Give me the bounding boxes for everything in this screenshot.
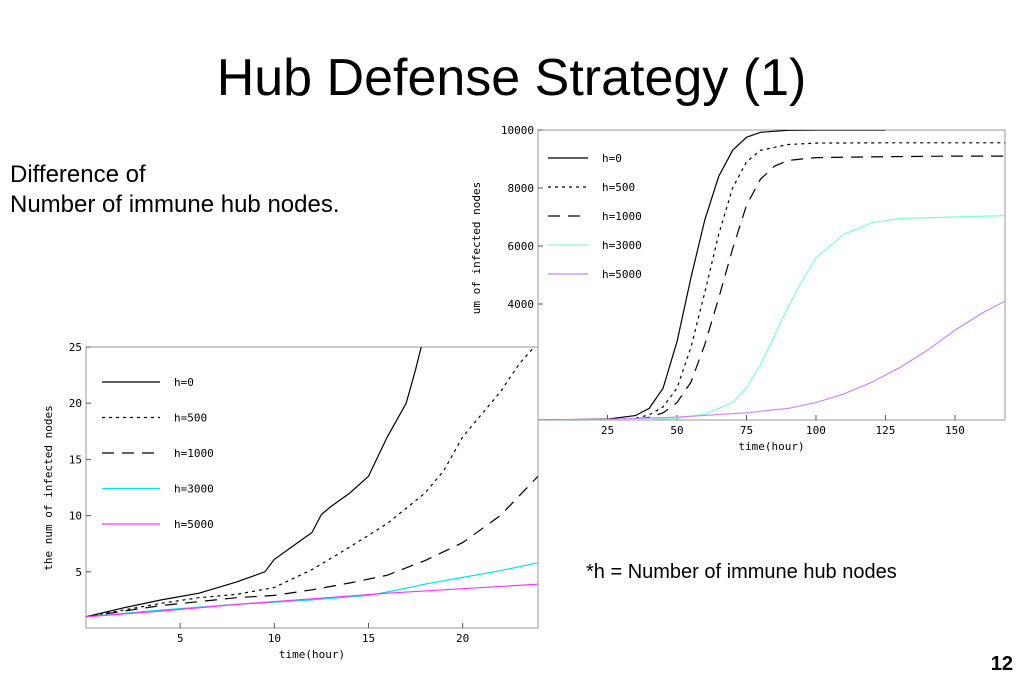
legend-label: h=0: [174, 376, 194, 389]
subtitle-line-2: Number of immune hub nodes.: [10, 191, 340, 218]
y-tick-label: 20: [69, 397, 82, 410]
plot-frame: [85, 346, 539, 629]
x-tick-label: 75: [740, 424, 753, 437]
series-line-h=0: [538, 130, 886, 420]
footnote-h-definition: *h = Number of immune hub nodes: [586, 561, 897, 583]
legend-label: h=1000: [602, 210, 642, 223]
x-tick-label: 10: [268, 632, 281, 645]
series-line-h=5000: [86, 583, 538, 618]
legend-label: h=500: [174, 412, 207, 425]
slide-title: Hub Defense Strategy (1): [216, 49, 807, 107]
legend-label: h=5000: [174, 518, 214, 531]
y-tick-label: 5: [75, 566, 82, 579]
x-tick-label: 100: [806, 424, 826, 437]
legend-label: h=0: [602, 152, 622, 165]
y-axis-label: um of infected nodes: [470, 182, 483, 314]
series-group: [538, 130, 1005, 420]
legend-label: h=3000: [602, 239, 642, 252]
y-tick-label: 10000: [501, 124, 534, 137]
x-tick-label: 25: [601, 424, 614, 437]
slide-subtitle: Difference of Number of immune hub nodes…: [10, 160, 340, 220]
x-axis-label: time(hour): [738, 440, 804, 453]
series-line-h=1000: [86, 475, 538, 618]
y-tick-label: 8000: [508, 182, 535, 195]
legend-label: h=5000: [602, 268, 642, 281]
y-tick-label: 4000: [508, 298, 535, 311]
plot-frame: [537, 129, 1006, 421]
subtitle-line-1: Difference of: [10, 161, 146, 188]
y-tick-label: 10: [69, 510, 82, 523]
chart-small-hours: 5 10 15 20 5 10 15 20 25 time(hour) the num of inf…: [42, 341, 539, 661]
series-line-h=500: [538, 142, 1005, 420]
y-tick-label: 6000: [508, 240, 535, 253]
page-number: 12: [990, 653, 1013, 675]
x-tick-label: 20: [456, 632, 469, 645]
x-tick-label: 50: [670, 424, 683, 437]
x-axis-label: time(hour): [279, 648, 345, 661]
y-axis-label: the num of infected nodes: [42, 405, 55, 571]
x-tick-label: 125: [876, 424, 896, 437]
series-group: [86, 347, 538, 618]
series-line-h=0: [86, 347, 422, 618]
legend-label: h=500: [602, 181, 635, 194]
legend-label: h=3000: [174, 483, 214, 496]
x-tick-label: 5: [177, 632, 184, 645]
chart-large-hours: 25 50 75 100 125 150 4000 6000 8000 10000 time(hou…: [470, 124, 1006, 453]
x-tick-label: 15: [362, 632, 375, 645]
series-line-h=5000: [538, 300, 1005, 420]
legend-label: h=1000: [174, 447, 214, 460]
x-tick-label: 150: [945, 424, 965, 437]
y-tick-label: 25: [69, 341, 82, 354]
y-tick-label: 15: [69, 453, 82, 466]
